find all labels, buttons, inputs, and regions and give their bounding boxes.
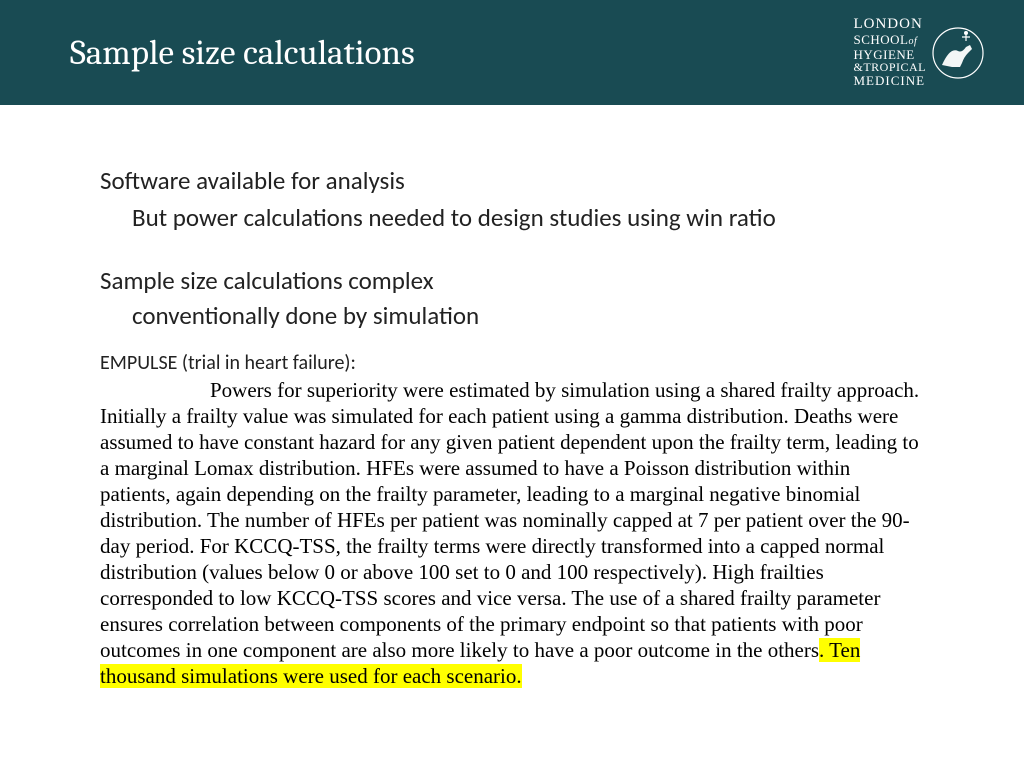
slide-content: Software available for analysis But powe…	[0, 105, 1024, 689]
body-pre: Powers for superiority were estimated by…	[100, 378, 919, 662]
institution-logo: LONDON SCHOOLof HYGIENE &TROPICAL MEDICI…	[853, 17, 984, 87]
bullet-block: Software available for analysis But powe…	[100, 165, 954, 331]
logo-line3: HYGIENE	[853, 48, 926, 62]
bullet-2: Sample size calculations complex	[100, 265, 954, 296]
slide-title: Sample size calculations	[70, 32, 415, 73]
empulse-label: EMPULSE (trial in heart failure):	[100, 351, 954, 375]
logo-line2: SCHOOLof	[853, 33, 926, 48]
bullet-1: Software available for analysis	[100, 165, 954, 196]
body-paragraph: Powers for superiority were estimated by…	[100, 377, 924, 689]
bullet-2-sub: conventionally done by simulation	[132, 300, 954, 331]
logo-text: LONDON SCHOOLof HYGIENE &TROPICAL MEDICI…	[853, 17, 926, 87]
logo-line1: LONDON	[853, 17, 926, 33]
logo-seal-icon	[932, 27, 984, 79]
slide-header: Sample size calculations LONDON SCHOOLof…	[0, 0, 1024, 105]
bullet-1-sub: But power calculations needed to design …	[132, 202, 954, 233]
logo-line5: MEDICINE	[853, 74, 926, 88]
